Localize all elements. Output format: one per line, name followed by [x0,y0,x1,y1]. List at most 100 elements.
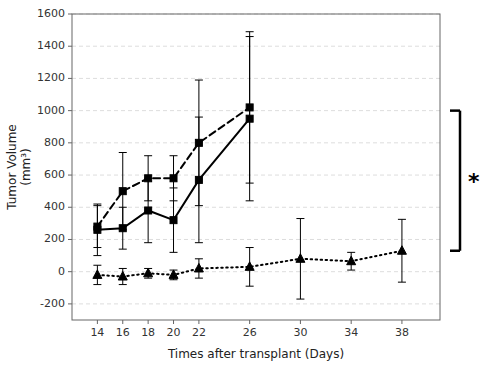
error-bar-cap [170,279,178,280]
bracket-stub [450,109,460,112]
grid-line [72,303,440,304]
error-bar [119,268,127,284]
error-bar-cap [246,200,254,201]
series [93,37,253,256]
series-line [97,107,249,226]
x-tick-label: 18 [141,326,155,339]
grid-line [72,142,440,143]
error-bar-cap [195,278,203,279]
y-tick [68,271,72,272]
error-bar [144,156,152,201]
y-axis-label-group: Tumor Volume(mm³) [5,124,33,211]
error-bar-cap [144,200,152,201]
y-tick-label: 1400 [37,39,65,52]
error-bar-cap [93,205,101,206]
error-bar [144,268,152,278]
grid-line [72,175,440,176]
y-axis: -20002004006008001000120014001600 [37,7,72,310]
y-axis-label-line: Tumor Volume [5,124,19,211]
error-bar-cap [144,242,152,243]
x-tick-label: 16 [116,326,130,339]
x-tick [148,320,149,324]
error-bar-cap [93,265,101,266]
error-bar [246,32,254,183]
error-bar [119,153,127,230]
error-bar [246,248,254,287]
x-tick-label: 26 [243,326,257,339]
error-bar-cap [93,284,101,285]
y-tick-label: 1000 [37,104,65,117]
x-tick [351,320,352,324]
grid-line [72,110,440,111]
x-tick-label: 22 [192,326,206,339]
point [347,256,356,265]
x-tick-label: 38 [395,326,409,339]
error-bar-cap [246,286,254,287]
point [194,263,203,272]
y-tick-label: 200 [44,232,65,245]
y-tick [68,207,72,208]
error-bar-cap [246,183,254,184]
x-tick [249,320,250,324]
error-bar-cap [347,252,355,253]
y-axis-label: Tumor Volume(mm³) [5,124,33,211]
error-bar-cap [170,200,178,201]
plot-frame [72,14,440,320]
y-tick [68,175,72,176]
error-bar-cap [195,80,203,81]
x-axis: 141618202226303438 [90,320,409,339]
error-bar [347,252,355,270]
point [119,188,126,195]
y-tick-label: 800 [44,136,65,149]
point [169,270,178,279]
grid-line [72,239,440,240]
y-tick [68,110,72,111]
point [94,223,101,230]
y-tick-label: 1200 [37,71,65,84]
y-tick [68,142,72,143]
grid-line [72,46,440,47]
error-bar [195,80,203,206]
error-bar [93,204,101,256]
error-bar-cap [296,299,304,300]
error-bar-cap [398,282,406,283]
x-tick-label: 30 [293,326,307,339]
x-tick-label: 14 [90,326,104,339]
y-tick-label: 1600 [37,7,65,20]
x-tick [300,320,301,324]
grid-line [72,207,440,208]
point [144,268,153,277]
error-bar-cap [144,155,152,156]
point [246,104,253,111]
error-bar [170,270,178,280]
y-axis-label-line: (mm³) [19,148,33,186]
error-bar-cap [170,252,178,253]
grid-line [72,78,440,79]
point [296,254,305,262]
grid-line [72,271,440,272]
error-bar-cap [195,258,203,259]
annotation-text: * [468,169,480,194]
error-bar-cap [119,268,127,269]
error-bar [195,259,203,278]
error-bar [398,219,406,282]
point [245,262,254,271]
error-bar [93,265,101,284]
chart: -200020040060080010001200140016001416182… [0,0,500,366]
x-tick [97,320,98,324]
x-tick [122,320,123,324]
error-bar-cap [296,218,304,219]
point [170,175,177,182]
y-tick [68,78,72,79]
error-bar [93,206,101,248]
x-tick-label: 34 [344,326,358,339]
y-tick [68,303,72,304]
bracket [450,111,460,251]
data [93,32,407,299]
error-bar-cap [144,278,152,279]
error-bar-cap [119,249,127,250]
x-axis-label: Times after transplant (Days) [167,347,344,361]
x-tick [173,320,174,324]
error-bar-cap [119,229,127,230]
x-tick [401,320,402,324]
